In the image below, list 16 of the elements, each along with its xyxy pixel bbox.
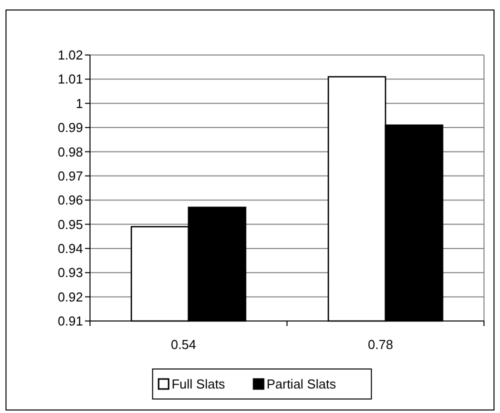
y-tick-label: 0.91 [58,314,83,329]
x-tick-label: 0.54 [170,337,196,352]
y-tick-label: 0.96 [58,192,83,208]
y-tick-label: 0.97 [58,168,83,184]
y-tick-label: 0.99 [58,120,83,136]
y-tick-label: 0.95 [58,216,83,232]
legend-label: Full Slats [172,376,226,392]
legend-label: Partial Slats [266,376,336,392]
y-tick-label: 1 [76,96,83,111]
y-tick-label: 1.02 [58,48,83,63]
x-tick-label: 0.78 [368,337,394,352]
y-tick-label: 0.92 [58,289,83,304]
y-tick-label: 0.93 [58,265,83,280]
y-tick-label: 0.94 [58,241,83,256]
y-tick-label: 1.01 [58,72,83,87]
y-tick-label: 0.98 [58,144,83,160]
